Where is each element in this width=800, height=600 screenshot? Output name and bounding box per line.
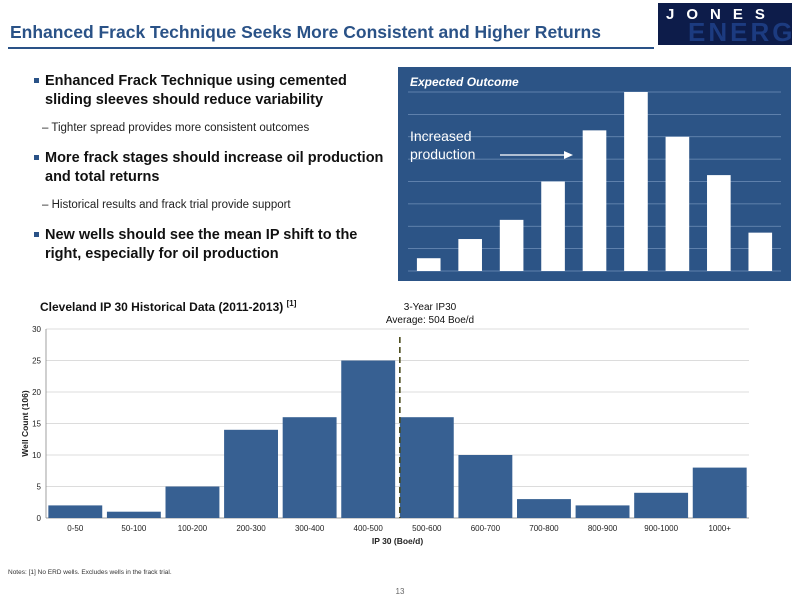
bullet-square-icon <box>34 155 39 160</box>
y-tick-label: 20 <box>32 388 41 397</box>
bar <box>692 467 747 518</box>
bullet-sub-text: – Tighter spread provides more consisten… <box>42 122 310 134</box>
bullet-item: Enhanced Frack Technique using cemented … <box>34 72 384 110</box>
bullet-square-icon <box>34 232 39 237</box>
average-annotation-line2: Average: 504 Boe/d <box>385 315 475 326</box>
bullet-square-icon <box>34 78 39 83</box>
x-tick-label: 1000+ <box>708 524 731 533</box>
histogram-chart: 0 5 10 15 20 25 30 0-50 50-100 100-200 200-300 300-… <box>20 325 749 546</box>
logo-text-jones: JONES <box>666 6 777 23</box>
bar <box>48 505 103 518</box>
bullet-sub-text: – Historical results and frack trial pro… <box>42 199 291 211</box>
bullet-list: Enhanced Frack Technique using cemented … <box>34 72 384 276</box>
bar <box>165 486 220 518</box>
bar <box>575 505 630 518</box>
bullet-item: New wells should see the mean IP shift t… <box>34 226 384 264</box>
chart-title: Cleveland IP 30 Historical Data (2011-20… <box>40 299 296 314</box>
x-tick-label: 200-300 <box>236 524 266 533</box>
footnote: Notes: [1] No ERD wells. Excludes wells … <box>8 569 172 576</box>
arrow-head-icon <box>564 151 573 159</box>
bar <box>106 511 161 518</box>
y-axis-label: Well Count (106) <box>20 390 30 457</box>
bullet-main-text: More frack stages should increase oil pr… <box>45 150 384 185</box>
x-tick-label: 900-1000 <box>644 524 678 533</box>
expected-outcome-chart <box>408 91 781 272</box>
expected-outcome-title: Expected Outcome <box>410 75 519 89</box>
panel-bar <box>541 181 565 271</box>
x-tick-label: 300-400 <box>295 524 325 533</box>
page-number: 13 <box>395 587 405 596</box>
chart-title-text: Cleveland IP 30 Historical Data (2011-20… <box>40 300 284 314</box>
bullet-main-text: New wells should see the mean IP shift t… <box>45 227 358 262</box>
y-tick-label: 10 <box>32 451 41 460</box>
x-tick-label: 700-800 <box>529 524 559 533</box>
average-annotation: 3-Year IP30 Average: 504 Boe/d <box>350 301 510 327</box>
bar <box>399 417 454 518</box>
y-tick-label: 30 <box>32 325 41 334</box>
x-tick-label: 600-700 <box>471 524 501 533</box>
x-tick-label: 800-900 <box>588 524 618 533</box>
bar <box>458 455 513 518</box>
panel-bar <box>624 92 648 271</box>
y-tick-label: 5 <box>37 483 42 492</box>
panel-bar <box>665 136 690 271</box>
logo-text-energy: ENERGY <box>688 17 792 45</box>
y-tick-label: 15 <box>32 420 41 429</box>
company-logo: ENERGY JONES <box>658 3 792 45</box>
panel-bar <box>416 258 441 271</box>
panel-bar <box>499 219 524 271</box>
bar <box>634 492 689 518</box>
bar <box>224 429 278 518</box>
expected-outcome-panel: Expected Outcome Increased production <box>398 67 791 281</box>
title-divider <box>8 47 654 49</box>
y-tick-label: 25 <box>32 357 41 366</box>
x-tick-label: 50-100 <box>121 524 146 533</box>
x-tick-label: 400-500 <box>354 524 384 533</box>
average-annotation-line1: 3-Year IP30 <box>403 302 457 313</box>
x-tick-label: 0-50 <box>67 524 84 533</box>
bullet-item: More frack stages should increase oil pr… <box>34 149 384 187</box>
panel-bar <box>748 232 773 271</box>
bullet-main-text: Enhanced Frack Technique using cemented … <box>45 73 347 108</box>
x-axis-label: IP 30 (Boe/d) <box>372 536 423 546</box>
panel-bar <box>582 130 607 271</box>
chart-title-footnote: [1] <box>286 299 297 308</box>
x-tick-label: 100-200 <box>178 524 208 533</box>
page-title: Enhanced Frack Technique Seeks More Cons… <box>10 22 601 42</box>
panel-bar <box>458 239 482 271</box>
increased-production-label: Increased production <box>410 128 476 162</box>
bar <box>341 360 396 518</box>
panel-bar <box>707 175 731 271</box>
y-tick-label: 0 <box>37 514 42 523</box>
bar <box>282 417 337 518</box>
x-tick-label: 500-600 <box>412 524 442 533</box>
bar <box>517 499 571 518</box>
